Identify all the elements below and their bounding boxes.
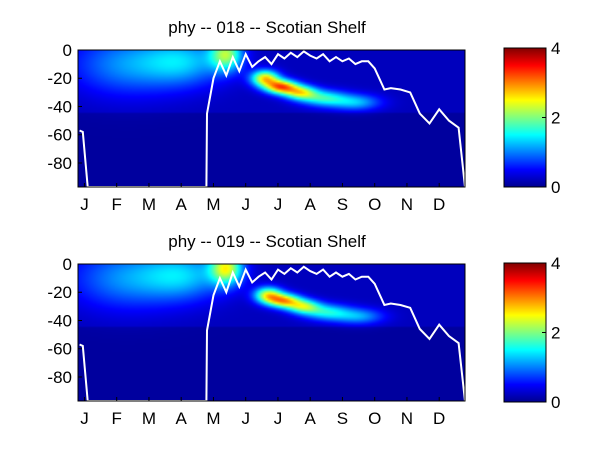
y-tick-label: 0: [63, 41, 72, 60]
x-tick-label: S: [337, 195, 348, 214]
y-tick-label: -60: [47, 340, 72, 359]
colorbar-tick-label: 0: [551, 178, 560, 197]
panel-1: phy -- 018 -- Scotian Shelf 0 -20 -40 -60 -8…: [47, 18, 560, 214]
y-tick-label: -40: [47, 97, 72, 116]
y-tick-label: -20: [47, 69, 72, 88]
plot-frame: [77, 49, 466, 188]
panel-2-y-ticks: 0 -20 -40 -60 -80: [47, 255, 82, 387]
panel-2-heatmap: [78, 264, 465, 401]
x-tick-label: F: [112, 409, 122, 428]
x-tick-label: J: [274, 409, 283, 428]
colorbar-tick-label: 4: [551, 39, 560, 58]
mixed-layer-depth-line: [79, 50, 466, 188]
colorbar-tick-label: 2: [551, 324, 560, 343]
x-tick-label: A: [176, 195, 188, 214]
x-tick-label: J: [241, 409, 250, 428]
colorbar-tick-label: 2: [551, 109, 560, 128]
x-tick-label: J: [80, 195, 89, 214]
x-tick-label: J: [274, 195, 283, 214]
y-tick-label: -20: [47, 283, 72, 302]
colorbar-tick-label: 4: [551, 254, 560, 273]
panel-1-mixed-layer-line: [79, 50, 466, 188]
plot-frame: [77, 263, 466, 402]
panel-1-heatmap: [78, 50, 465, 187]
panel-1-colorbar-ticks: 0 2 4: [542, 39, 560, 197]
panel-2-colorbar-ticks: 0 2 4: [542, 254, 560, 412]
x-tick-label: A: [176, 409, 188, 428]
x-tick-label: M: [206, 195, 220, 214]
panel-1-title: phy -- 018 -- Scotian Shelf: [168, 18, 366, 37]
panel-2: phy -- 019 -- Scotian Shelf 0 -20 -40 -60 -8…: [47, 232, 560, 428]
mixed-layer-depth-line: [79, 265, 466, 402]
y-tick-label: -40: [47, 311, 72, 330]
x-tick-label: F: [112, 195, 122, 214]
x-tick-label: O: [368, 409, 381, 428]
panel-2-colorbar: [503, 262, 547, 403]
x-tick-label: D: [433, 195, 445, 214]
x-tick-label: J: [80, 409, 89, 428]
x-tick-label: A: [305, 409, 317, 428]
x-tick-label: O: [368, 195, 381, 214]
y-tick-label: -60: [47, 126, 72, 145]
y-tick-label: -80: [47, 154, 72, 173]
panel-2-mixed-layer-line: [79, 265, 466, 402]
x-tick-label: N: [401, 195, 413, 214]
x-tick-label: D: [433, 409, 445, 428]
panel-2-title: phy -- 019 -- Scotian Shelf: [168, 232, 366, 251]
x-tick-label: M: [142, 195, 156, 214]
panel-1-colorbar: [503, 47, 547, 188]
panel-1-y-ticks: 0 -20 -40 -60 -80: [47, 41, 82, 173]
colorbar-tick-label: 0: [551, 393, 560, 412]
x-tick-label: N: [401, 409, 413, 428]
x-tick-label: S: [337, 409, 348, 428]
x-tick-label: J: [241, 195, 250, 214]
y-tick-label: -80: [47, 368, 72, 387]
y-tick-label: 0: [63, 255, 72, 274]
x-tick-label: M: [206, 409, 220, 428]
x-tick-label: M: [142, 409, 156, 428]
x-tick-label: A: [305, 195, 317, 214]
